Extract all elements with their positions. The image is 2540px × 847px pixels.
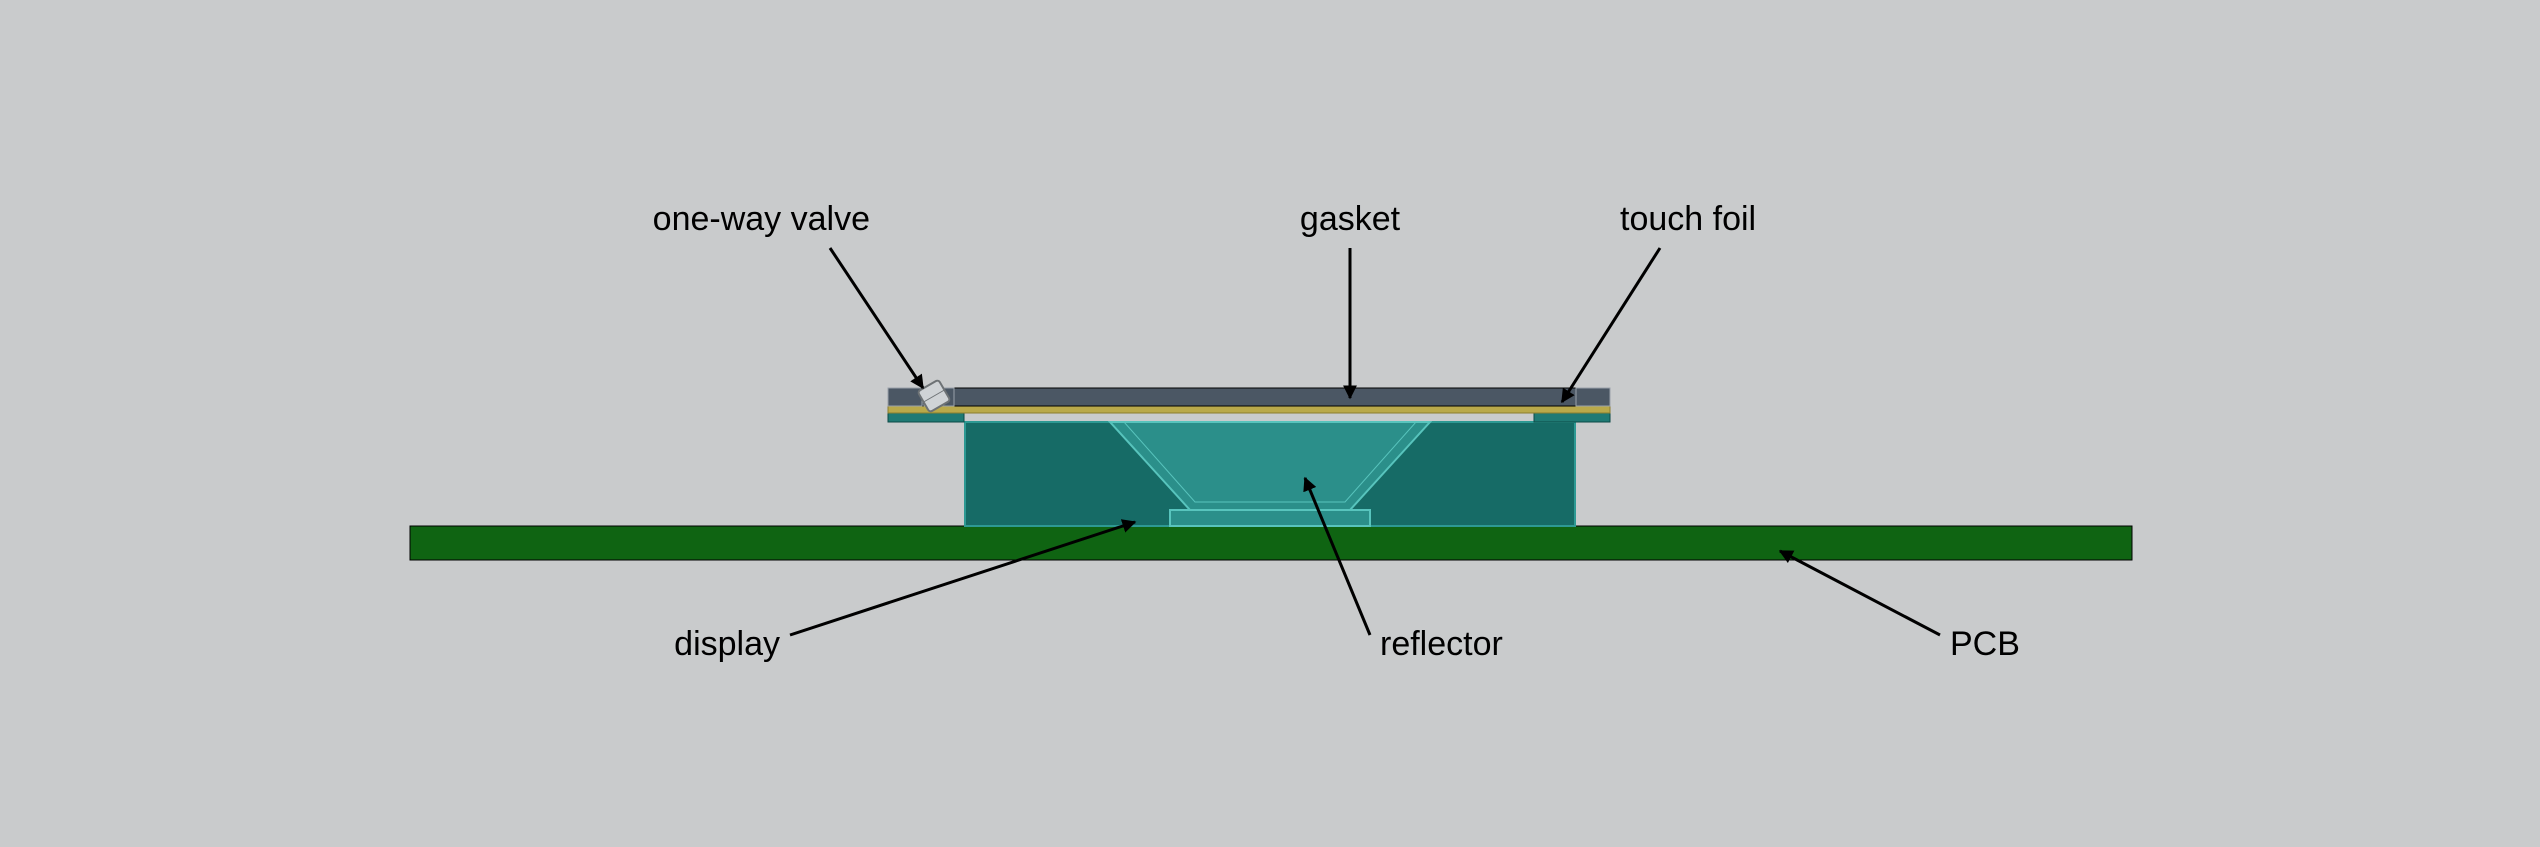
- reflector-base: [1170, 510, 1370, 526]
- label-one-way-valve: one-way valve: [653, 200, 870, 238]
- gasket: [888, 406, 1610, 413]
- label-pcb: PCB: [1950, 625, 2020, 663]
- label-reflector: reflector: [1380, 625, 1503, 663]
- pcb: [410, 526, 2132, 560]
- label-touch-foil: touch foil: [1620, 200, 1756, 238]
- touch-foil: [888, 388, 1610, 406]
- label-display: display: [674, 625, 780, 663]
- under-cap-left: [888, 413, 964, 422]
- under-cap-right: [1534, 413, 1610, 422]
- label-gasket: gasket: [1300, 200, 1401, 238]
